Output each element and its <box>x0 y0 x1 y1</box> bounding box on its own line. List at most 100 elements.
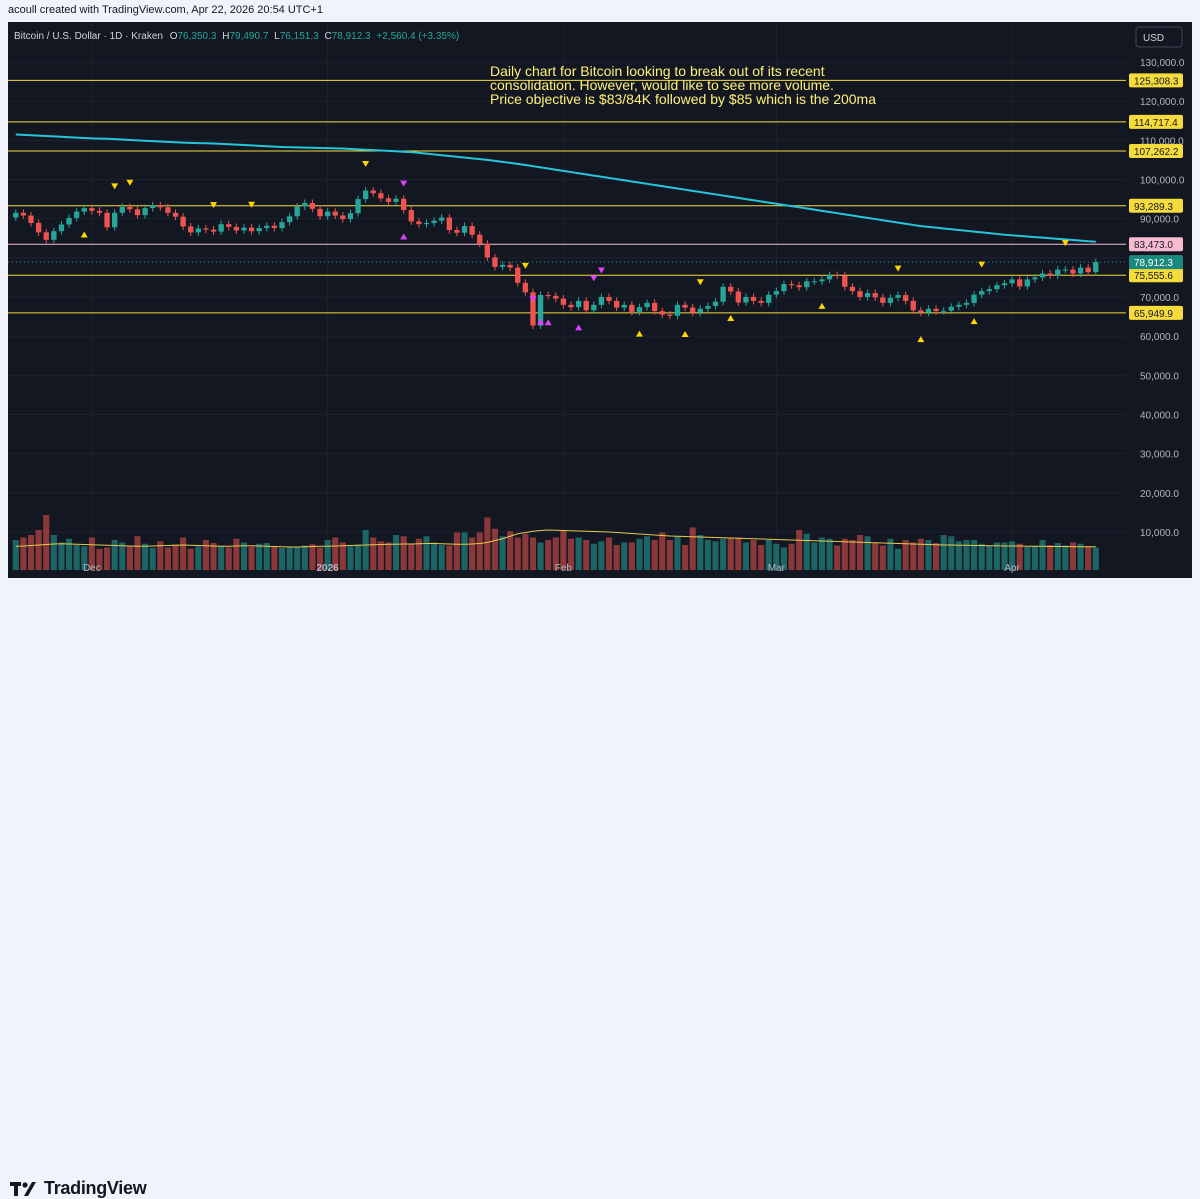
candle-body <box>880 297 886 303</box>
currency-label[interactable]: USD <box>1143 33 1164 44</box>
candle-body <box>134 209 141 216</box>
volume-bar <box>484 517 491 570</box>
candle-body <box>667 314 673 316</box>
candle-body <box>43 232 49 240</box>
candle-body <box>651 302 658 312</box>
candle-body <box>51 231 57 240</box>
candle-body <box>385 198 392 202</box>
volume-bar <box>400 536 407 570</box>
candle-body <box>705 306 711 309</box>
candle-body <box>758 300 764 303</box>
candle-body <box>477 234 483 244</box>
volume-bar <box>157 541 164 570</box>
candle-body <box>636 307 643 312</box>
footer: TradingView <box>0 584 1200 1198</box>
candle-body <box>104 212 110 228</box>
candle-body <box>393 198 399 202</box>
candle-body <box>537 295 544 326</box>
volume-bar <box>355 544 362 570</box>
candle-body <box>241 227 247 231</box>
candle-body <box>1077 267 1084 274</box>
volume-bar <box>621 542 628 570</box>
legend-open-label: O <box>170 31 178 42</box>
volume-bar <box>370 537 377 570</box>
level-label-box <box>1129 237 1183 252</box>
volume-bar <box>978 543 985 570</box>
volume-bar <box>1069 542 1077 570</box>
volume-bar <box>453 532 460 570</box>
legend-open-value: 76,350.3 <box>178 31 217 42</box>
candle-body <box>834 275 840 277</box>
volume-bar <box>111 540 118 570</box>
currency-button[interactable]: USD <box>1135 26 1183 48</box>
candle-body <box>979 291 985 295</box>
candle-body <box>28 215 34 223</box>
candle-body <box>788 284 795 286</box>
volume-bar <box>910 542 917 570</box>
candle-body <box>378 193 384 199</box>
candle-body <box>1039 273 1046 278</box>
candle-body <box>872 293 878 298</box>
volume-bar <box>423 536 430 570</box>
candle-body <box>553 295 559 299</box>
candle-body <box>507 264 513 268</box>
candle-body <box>13 212 19 218</box>
level-label-box <box>1129 268 1183 283</box>
candle-body <box>895 295 901 298</box>
volume-bar <box>986 545 993 570</box>
candle-body <box>591 304 597 311</box>
legend-close-label: C <box>324 31 331 42</box>
volume-bar <box>545 540 552 570</box>
candle-body <box>233 226 240 231</box>
volume-bar <box>529 537 537 570</box>
price-tick-label: 50,000.0 <box>1140 371 1179 382</box>
volume-bar <box>339 542 346 570</box>
price-tick-label: 100,000.0 <box>1140 176 1185 187</box>
candle-body <box>712 301 719 307</box>
volume-bar <box>712 541 719 570</box>
candle-body <box>606 297 612 301</box>
marker-up-triangle <box>818 302 826 309</box>
tradingview-logo[interactable]: TradingView <box>10 1178 147 1199</box>
level-label-box <box>1129 144 1183 159</box>
volume-bar <box>644 536 651 570</box>
marker-up-triangle <box>727 314 735 321</box>
volume-bar <box>431 542 438 570</box>
candle-body <box>857 291 863 297</box>
volume-bar <box>104 547 111 570</box>
signal-markers <box>80 161 1069 343</box>
volume-bar <box>20 537 27 570</box>
candle-body <box>941 310 947 312</box>
candle-body <box>971 294 977 303</box>
candle-body <box>1062 269 1069 271</box>
volume-bar <box>750 540 757 570</box>
candle-body <box>370 190 376 194</box>
price-chart[interactable]: Daily chart for Bitcoin looking to break… <box>8 22 1192 578</box>
candle-body <box>826 275 833 280</box>
candle-body <box>112 212 118 228</box>
candle-body <box>1093 262 1099 273</box>
marker-up-triangle <box>400 233 408 240</box>
candle-body <box>1085 267 1091 273</box>
chart-frame[interactable]: Daily chart for Bitcoin looking to break… <box>8 22 1192 578</box>
candle-body <box>986 289 992 292</box>
price-tick-label: 120,000.0 <box>1140 97 1185 108</box>
candle-body <box>849 286 856 292</box>
volume-bar <box>955 541 962 570</box>
volume-ma <box>15 529 1096 548</box>
volume-bar <box>415 538 422 570</box>
volume-bar <box>697 535 704 570</box>
candle-body <box>864 293 871 297</box>
marker-down-triangle <box>210 202 218 209</box>
volume-bar <box>218 546 225 570</box>
volume-bar <box>172 544 179 570</box>
volume-bar <box>689 527 696 570</box>
candle-body <box>157 205 163 208</box>
ma200 <box>15 133 1096 243</box>
tradingview-logo-icon <box>10 1181 36 1196</box>
candle-body <box>515 267 521 283</box>
volume-bars <box>12 515 1099 570</box>
candle-body <box>994 285 1000 290</box>
candle-body <box>735 291 741 303</box>
volume-bar <box>849 540 856 570</box>
